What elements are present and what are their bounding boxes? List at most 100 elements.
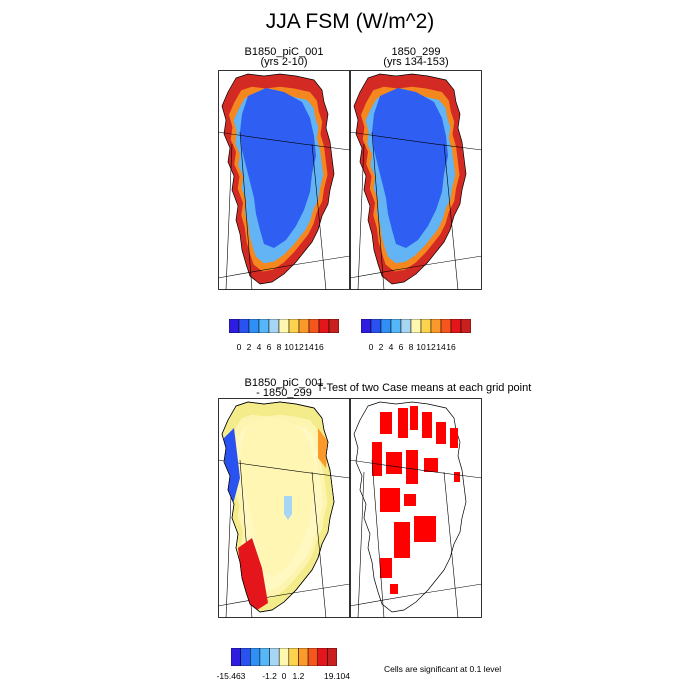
significant-cell: [410, 406, 418, 430]
map-panel-4-coastline: [353, 401, 467, 613]
map-panel-3-east-positive: [318, 428, 328, 468]
map-panel-2-lat-line-2: [350, 255, 482, 279]
map-panel-2-lat-line-1: [350, 131, 482, 151]
colorbar-bottom-swatch: [317, 648, 328, 666]
map-panel-1-coastline: [221, 73, 335, 285]
colorbar-top-2-tick-label: 12: [426, 342, 436, 352]
colorbar-top-swatch: [318, 319, 330, 333]
map-panel-2-interior: [372, 88, 448, 248]
map-panel-4-lat-line-2: [350, 583, 482, 607]
map-panel-3-lon-line-2: [311, 471, 327, 618]
significant-cell: [422, 412, 432, 438]
map-panel-1: [218, 70, 350, 290]
map-panel-4-lon-line-1: [371, 459, 385, 618]
colorbar-top-tick-label: 6: [266, 342, 272, 352]
map-panel-1-lat-line-1: [218, 131, 350, 151]
colorbar-top-2-swatch: [361, 319, 372, 333]
map-panel-2-svg: [350, 70, 482, 290]
colorbar-top-2-swatch: [380, 319, 392, 333]
colorbar-bottom-tick-label: -15.463: [216, 671, 246, 681]
colorbar-bottom: [231, 648, 337, 670]
map-panel-2-field: [354, 74, 466, 284]
panel-2-subtitle: (yrs 134-153): [383, 56, 449, 68]
colorbar-bottom-tick-label: 19.104: [324, 671, 350, 681]
colorbar-top-tick-label: 2: [246, 342, 252, 352]
colorbar-top-2-svg: [361, 319, 471, 333]
map-panel-1-lon-line-2: [311, 143, 327, 290]
colorbar-top-2-tick-label: 16: [446, 342, 456, 352]
panel-2-title: 1850_299: [391, 46, 441, 58]
colorbar-top-2-tick-label: 8: [408, 342, 414, 352]
colorbar-top-swatch: [308, 319, 320, 333]
colorbar-bottom-swatch: [240, 648, 251, 666]
significant-cell: [424, 458, 438, 472]
map-panel-1-lon-line-1: [239, 131, 253, 290]
colorbar-bottom-swatch: [231, 648, 241, 666]
significant-cell: [390, 584, 398, 594]
colorbar-top-2-swatch: [430, 319, 442, 333]
map-panel-4-lon-line-2: [443, 471, 459, 618]
colorbar-top-tick-label: 14: [304, 342, 314, 352]
map-panel-1-lat-line-2: [218, 255, 350, 279]
significant-cell: [454, 472, 460, 482]
map-panel-3: [218, 398, 350, 618]
colorbar-top-2-swatch: [420, 319, 432, 333]
map-panel-1-lon-line-3: [225, 143, 233, 290]
colorbar-bottom-tick-label: -1.2: [262, 671, 277, 681]
significant-cell: [380, 412, 392, 434]
significant-cell: [394, 522, 410, 558]
significant-cell: [380, 488, 400, 512]
significant-cell: [386, 452, 402, 474]
map-panel-2-coastline: [353, 73, 467, 285]
significant-cell: [398, 408, 408, 438]
colorbar-bottom-swatch: [298, 648, 309, 666]
colorbar-bottom-tick-label: 0: [281, 671, 287, 681]
colorbar-top-tick-label: 0: [236, 342, 242, 352]
colorbar-top-swatch: [268, 319, 280, 333]
panel-3-subtitle: - 1850_299: [256, 387, 312, 399]
panel-1-subtitle: (yrs 2-10): [260, 56, 308, 68]
colorbar-top-tick-label: 4: [256, 342, 262, 352]
significant-cell: [380, 558, 392, 578]
colorbar-top-2: [361, 319, 471, 341]
colorbar-top-swatch: [278, 319, 290, 333]
colorbar-top-2-tick-label: 10: [416, 342, 426, 352]
panel-1-header: B1850_piC_001 (yrs 2-10): [218, 47, 350, 68]
colorbar-top-2-swatch: [370, 319, 382, 333]
map-panel-4: [350, 398, 482, 618]
colorbar-top-tick-label: 16: [314, 342, 324, 352]
colorbar-top-2-swatch: [450, 319, 462, 333]
map-panel-1-svg: [218, 70, 350, 290]
panel-2-header: 1850_299 (yrs 134-153): [350, 46, 482, 68]
colorbar-top-2-swatch: [390, 319, 402, 333]
colorbar-bottom-swatch: [288, 648, 299, 666]
significant-cell: [450, 428, 458, 448]
map-panel-4-lat-line-1: [350, 459, 482, 479]
colorbar-top-2-tick-label: 0: [368, 342, 374, 352]
colorbar-top-2-swatch: [440, 319, 452, 333]
map-panel-3-lat-line-2: [218, 583, 350, 607]
map-panel-1-interior: [240, 88, 316, 248]
significance-note: Cells are significant at 0.1 level: [384, 664, 502, 674]
colorbar-bottom-swatch: [250, 648, 261, 666]
panel-3-header: B1850_piC_001 - 1850_299: [218, 378, 350, 399]
significant-cell: [404, 494, 416, 506]
map-panel-3-interior: [240, 416, 316, 576]
map-panel-3-interior-negative: [284, 496, 292, 520]
colorbar-top-2-swatch: [410, 319, 422, 333]
colorbar-top-2-tick-label: 2: [378, 342, 384, 352]
panel-4-title: T-Test of two Case means at each grid po…: [316, 382, 532, 394]
colorbar-bottom-swatch: [269, 648, 280, 666]
colorbar-bottom-svg: [231, 648, 337, 666]
map-panel-2-lon-line-1: [371, 131, 385, 290]
map-panel-1-field: [222, 74, 334, 284]
colorbar-top-tick-label: 10: [284, 342, 294, 352]
colorbar-top-svg: [229, 319, 339, 333]
significant-cell: [414, 516, 436, 542]
colorbar-top-swatch: [298, 319, 310, 333]
colorbar-top-swatch: [229, 319, 240, 333]
colorbar-top-swatch: [238, 319, 250, 333]
map-panel-3-field: [222, 402, 334, 612]
colorbar-bottom-swatch: [307, 648, 318, 666]
map-panel-4-frame: [350, 398, 482, 618]
